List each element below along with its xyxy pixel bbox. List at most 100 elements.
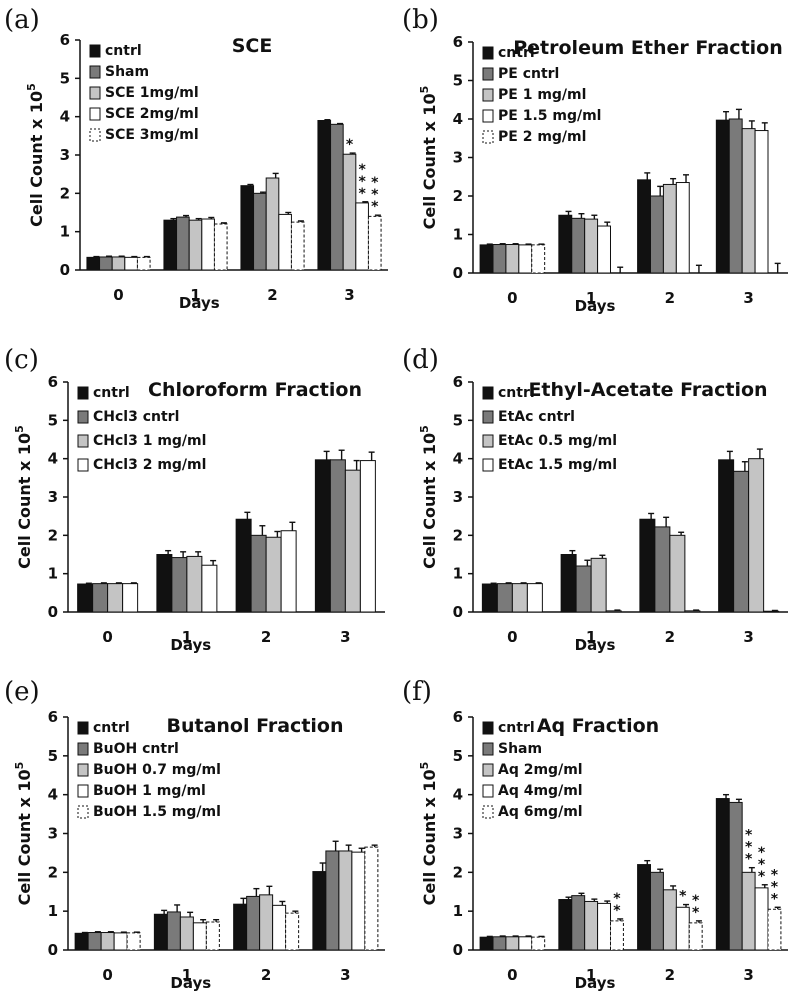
legend-swatch (77, 386, 89, 400)
y-tick-label: 3 (453, 149, 463, 167)
bar-0-1 (496, 583, 513, 613)
chart-title: Petroleum Ether Fraction (513, 37, 783, 59)
bar-0-2 (505, 244, 520, 274)
legend-entry: PE 1.5 mg/ml (498, 108, 601, 124)
bar-3-0 (715, 798, 730, 951)
bar-3-2 (748, 458, 765, 613)
y-tick-label: 4 (48, 450, 58, 468)
bar-0-3 (122, 583, 139, 613)
bar-2-3 (675, 182, 690, 274)
y-axis-label: Cell Count x 105 (418, 86, 439, 230)
bar-0-3 (124, 256, 138, 271)
bar-1-2 (186, 555, 203, 613)
legend-entry: CHcl3 1 mg/ml (93, 433, 206, 449)
bar-0-4 (531, 936, 546, 951)
panel-letter: (a) (4, 5, 40, 35)
bar-3-3 (351, 851, 366, 951)
legend-swatch (89, 65, 101, 79)
x-tick-label: 3 (340, 966, 350, 984)
legend-entry: EtAc 1.5 mg/ml (498, 457, 617, 473)
bar-3-1 (325, 850, 340, 951)
y-tick-label: 0 (60, 261, 70, 279)
legend-entry: CHcl3 2 mg/ml (93, 457, 206, 473)
bar-2-0 (233, 903, 248, 951)
y-tick-label: 4 (60, 108, 70, 126)
x-tick-label: 2 (267, 286, 277, 304)
bar-0-1 (87, 932, 102, 951)
bar-2-1 (253, 192, 267, 271)
y-tick-label: 2 (453, 187, 463, 205)
y-tick-label: 6 (48, 373, 58, 391)
bar-1-1 (571, 217, 586, 274)
bar-3-3 (359, 460, 376, 613)
legend-entry: Aq 2mg/ml (498, 762, 583, 778)
y-tick-label: 6 (453, 708, 463, 726)
y-tick-label: 3 (48, 488, 58, 506)
legend-swatch (77, 763, 89, 777)
legend-swatch (77, 410, 89, 424)
significance-star: * (692, 905, 700, 921)
bar-1-0 (558, 214, 573, 274)
legend-swatch (482, 434, 494, 448)
bar-0-3 (518, 244, 533, 274)
bar-0-2 (100, 932, 115, 951)
chart-panel-2: (c) Chloroform Fraction 0 1 2 3 4 5 6 Cell Count … (4, 345, 385, 654)
x-tick-label: 3 (743, 289, 753, 307)
bar-3-1 (330, 123, 344, 271)
legend-entry: SCE 2mg/ml (105, 106, 199, 122)
bar-1-1 (171, 557, 188, 613)
y-tick-label: 6 (60, 31, 70, 49)
x-tick-label: 3 (743, 628, 753, 646)
bar-1-0 (156, 554, 173, 613)
legend-entry: CHcl3 cntrl (93, 409, 179, 425)
bar-1-0 (153, 913, 168, 951)
y-axis-label: Cell Count x 105 (13, 762, 34, 906)
bar-0-1 (492, 244, 507, 274)
bar-1-1 (571, 895, 586, 951)
legend-swatch (482, 805, 494, 819)
bar-3-3 (754, 130, 769, 274)
significance-star: * (692, 893, 700, 909)
legend-entry: cntrl (498, 720, 535, 736)
x-axis-label: Days (575, 974, 616, 992)
bar-0-0 (74, 932, 89, 951)
x-axis-label: Days (170, 974, 211, 992)
bar-2-0 (235, 518, 252, 613)
x-tick-label: 1 (586, 966, 596, 984)
y-tick-label: 4 (453, 110, 463, 128)
bar-1-0 (560, 554, 577, 613)
bar-1-2 (590, 557, 607, 613)
legend-swatch (482, 784, 494, 798)
x-axis-label: Days (179, 294, 220, 312)
legend-swatch (482, 46, 494, 60)
bar-2-0 (240, 185, 255, 271)
y-tick-label: 0 (453, 603, 463, 621)
bar-2-3 (278, 213, 292, 271)
bar-3-2 (344, 469, 361, 613)
significance-star: * (771, 891, 779, 907)
y-tick-label: 6 (453, 33, 463, 51)
legend-swatch (482, 88, 494, 102)
x-tick-label: 0 (113, 286, 123, 304)
chart-panel-1: (b) Petroleum Ether Fraction 0 1 2 3 4 5 6 Cell C… (402, 5, 788, 315)
legend-entry: BuOH 1 mg/ml (93, 783, 206, 799)
significance-star: * (758, 857, 766, 873)
y-tick-label: 5 (48, 411, 58, 429)
bar-0-1 (92, 583, 109, 613)
x-tick-label: 2 (665, 628, 675, 646)
x-tick-label: 3 (340, 628, 350, 646)
bar-3-4 (364, 846, 379, 951)
x-tick-label: 0 (102, 628, 112, 646)
bar-3-3 (763, 610, 780, 613)
bar-0-3 (518, 936, 533, 951)
bar-0-0 (479, 244, 494, 274)
y-tick-label: 3 (48, 825, 58, 843)
legend-entry: cntrl (93, 385, 130, 401)
significance-star: * (745, 840, 753, 856)
legend-entry: cntrl (498, 45, 535, 61)
x-axis-label: Days (575, 636, 616, 654)
legend-swatch (482, 742, 494, 756)
bar-3-4 (367, 215, 382, 271)
